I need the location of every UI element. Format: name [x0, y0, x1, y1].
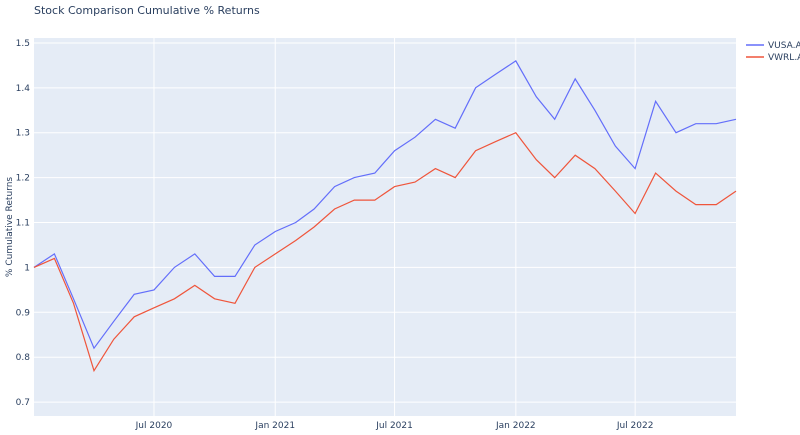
- line-series: [33, 131, 737, 373]
- y-tick-label: 0.9: [16, 308, 31, 318]
- legend-label: VWRL.AS: [768, 53, 800, 63]
- line-series: [33, 60, 737, 350]
- chart-title: Stock Comparison Cumulative % Returns: [34, 4, 260, 17]
- y-tick-label: 1.1: [16, 219, 30, 229]
- x-tick-label: Jul 2020: [135, 421, 173, 431]
- y-axis-title: % Cumulative Returns: [5, 177, 15, 278]
- y-tick-label: 0.8: [16, 353, 31, 363]
- plot-area: [34, 38, 736, 416]
- legend-label: VUSA.AS: [768, 41, 800, 51]
- y-tick-label: 1.4: [16, 84, 31, 94]
- x-tick-label: Jul 2022: [616, 421, 654, 431]
- x-tick-label: Jul 2021: [375, 421, 413, 431]
- y-tick-label: 0.7: [16, 398, 30, 408]
- y-tick-label: 1.2: [16, 174, 30, 184]
- y-tick-label: 1: [24, 263, 30, 273]
- y-tick-label: 1.3: [16, 129, 30, 139]
- x-tick-label: Jan 2021: [254, 421, 295, 431]
- x-tick-label: Jan 2022: [495, 421, 536, 431]
- y-tick-label: 1.5: [16, 39, 30, 49]
